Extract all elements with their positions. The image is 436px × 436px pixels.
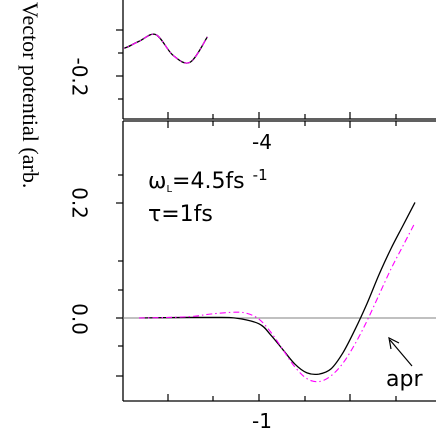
dashed-series-line [138,222,416,383]
annotation-arrow [389,339,413,367]
y-tick-label: 0.2 [68,187,92,219]
top-panel-series [124,33,208,64]
tau-annotation: τ=1fs [148,202,213,227]
omega-annotation: ωL=4.5fs -1 [148,166,268,195]
solid-series-line [138,202,416,376]
arrow-label: apr [386,367,423,392]
x-tick-label: -1 [252,409,272,433]
y-tick-label: -0.2 [68,57,92,96]
bottom-panel-series [138,202,416,383]
annotation-arrowhead [388,336,400,350]
y-axis-label: Vector potential (arb. [18,2,43,188]
y-tick-label: 0.0 [68,303,92,335]
solid-series-line [124,33,208,64]
x-tick-label: -4 [252,130,272,154]
